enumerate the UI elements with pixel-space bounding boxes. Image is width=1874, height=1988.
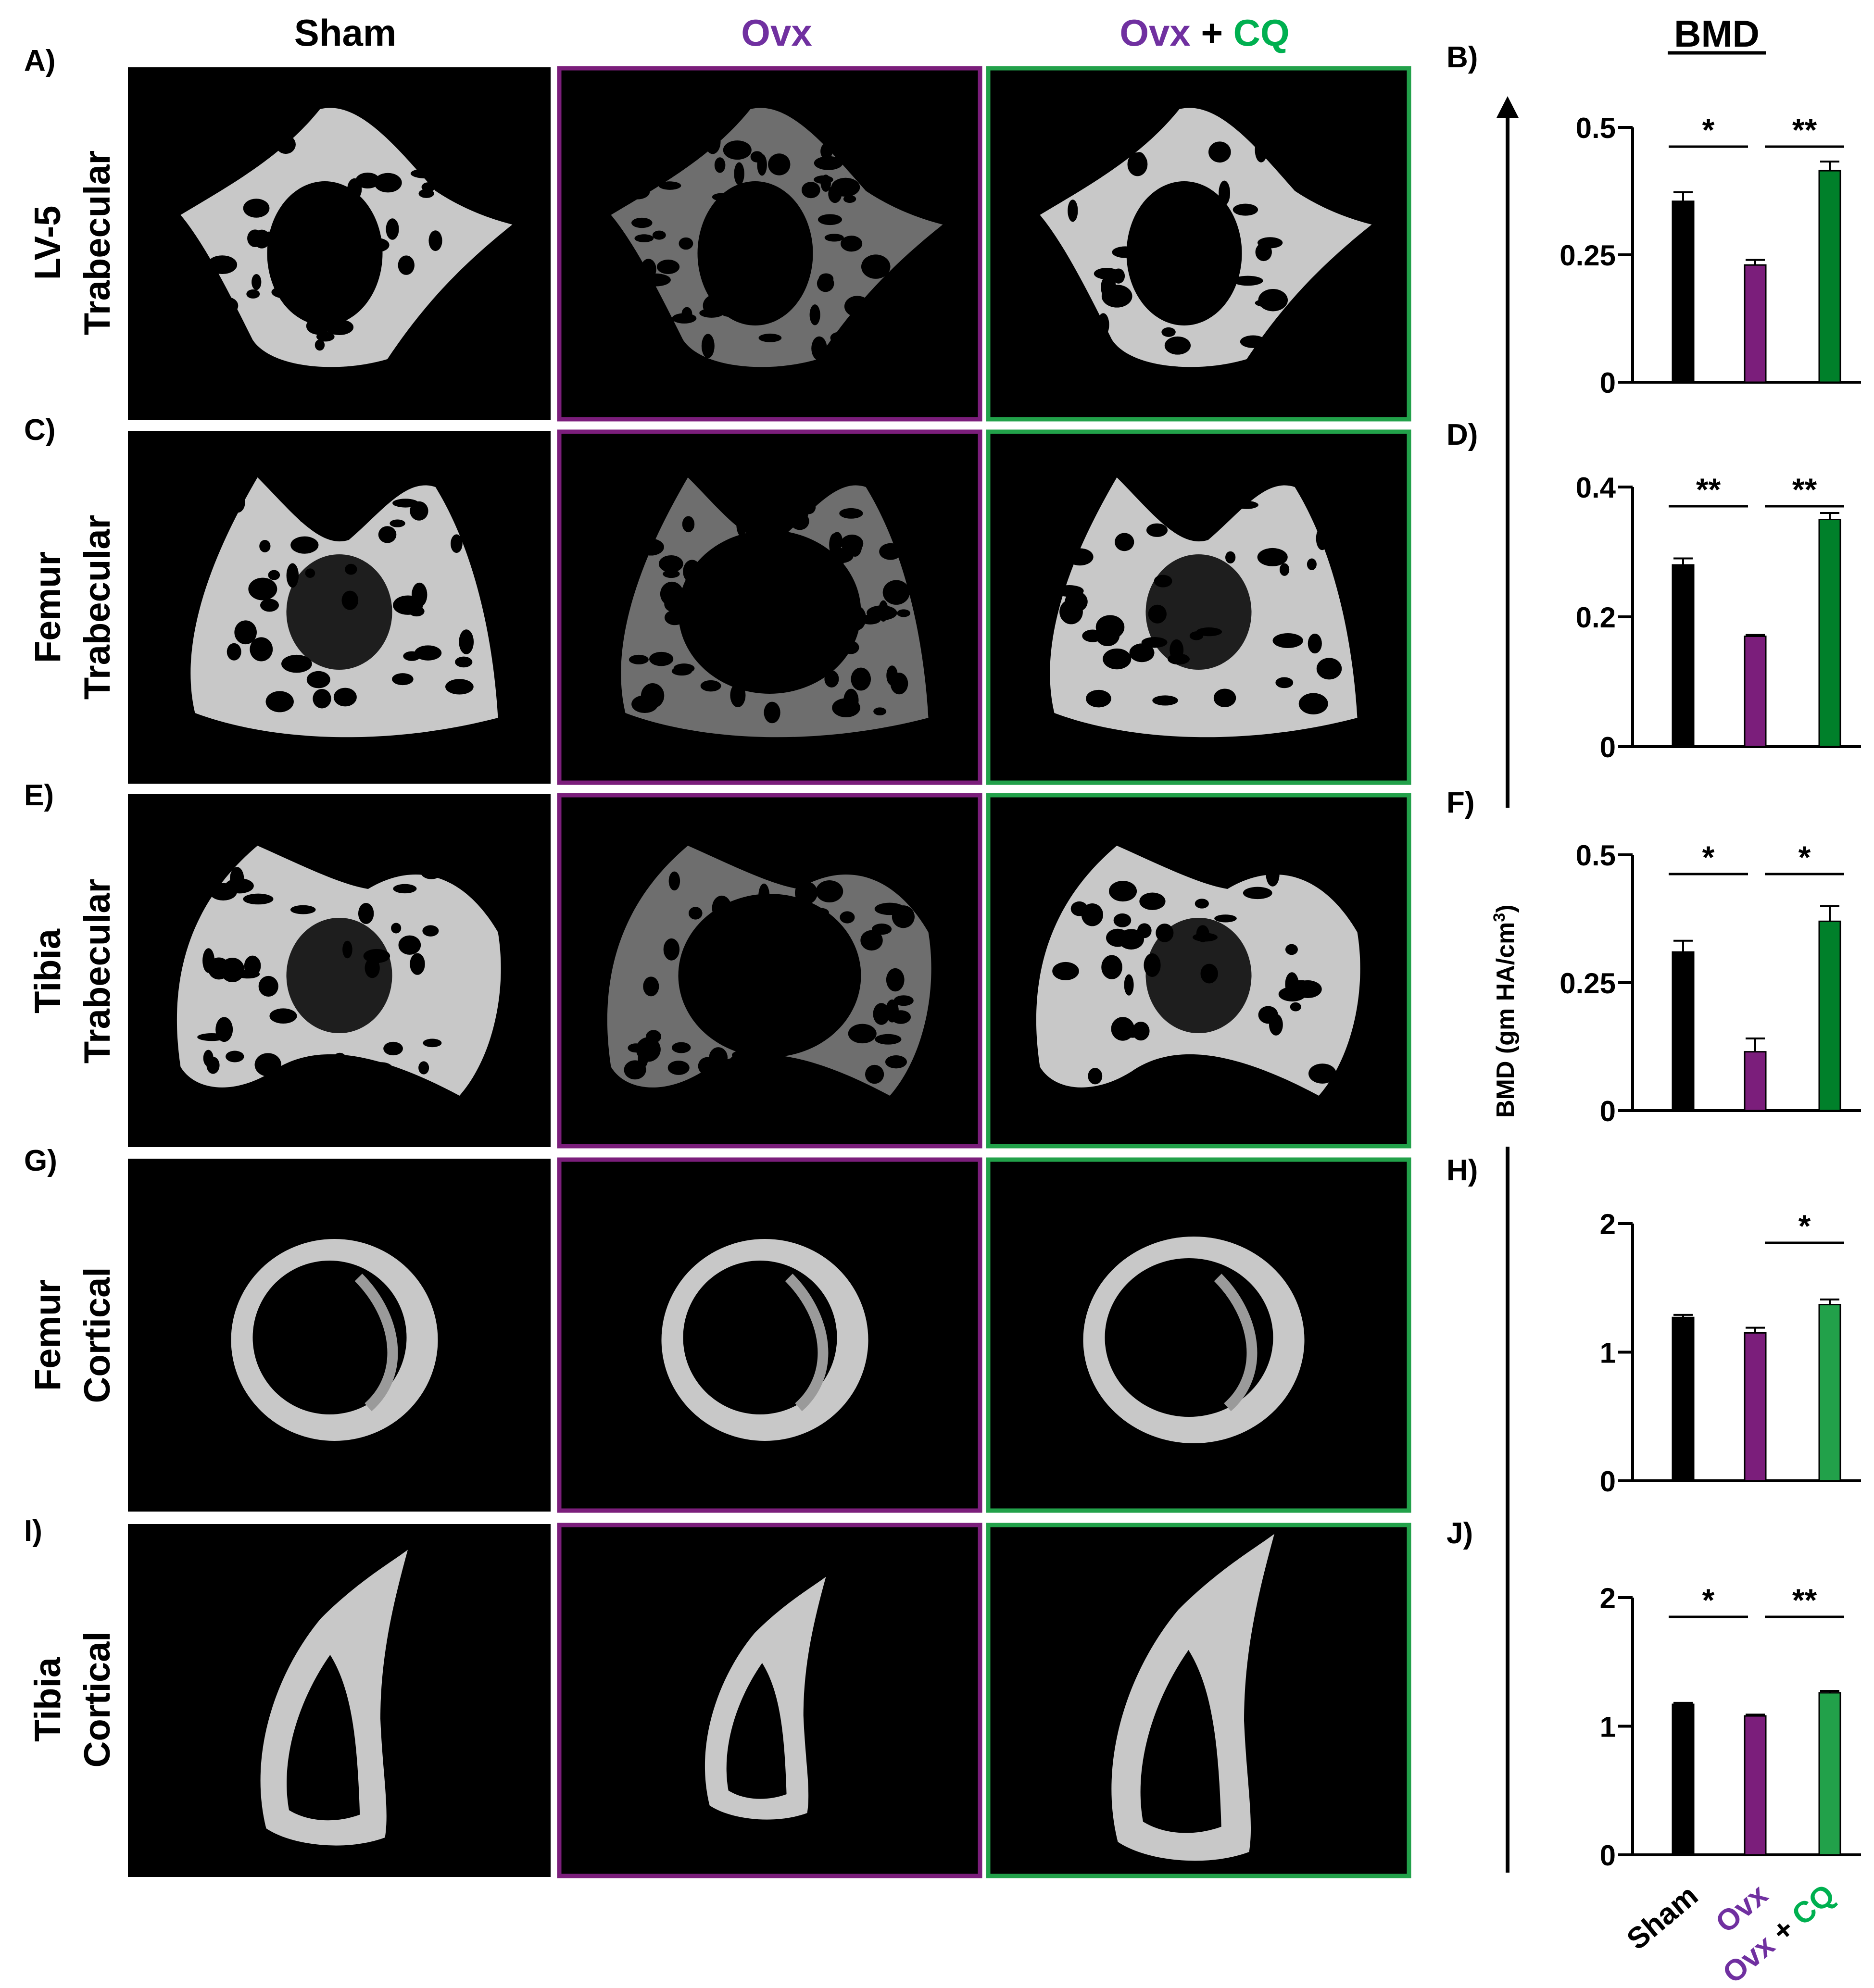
chart-j: J)012 * ** [1446, 1517, 1861, 1872]
panel-label-a: A) [24, 44, 55, 77]
y-tick-label: 0.5 [1576, 839, 1616, 872]
chart-d: D) 0 0.2 0.4 ** ** [1446, 418, 1861, 763]
x-label-ovx-cq-cq: CQ [1786, 1878, 1841, 1932]
significance-label: * [1799, 839, 1811, 875]
col-header-ovx-cq-ovx: Ovx [1119, 12, 1190, 54]
bmd-header: BMD [1674, 13, 1760, 55]
col-header-ovx: Ovx [741, 12, 812, 54]
scan-lv5-trabecular-sham [128, 67, 551, 420]
arrow-head-icon [1497, 96, 1519, 118]
scan-grid [128, 66, 1411, 1878]
row-label-line1: LV-5 [27, 206, 68, 280]
x-label-sham: Sham [1621, 1879, 1704, 1956]
chart-panel-label: J) [1446, 1517, 1473, 1550]
scan-tibia-trabecular-sham [128, 794, 551, 1147]
x-category-labels: Sham Ovx Ovx + CQ [1621, 1878, 1841, 1988]
bar-ovx-cq [1818, 170, 1841, 383]
significance-label: * [1702, 839, 1715, 875]
y-tick-label: 0 [1600, 1465, 1616, 1498]
scan-femur-trabecular-ovx-cq [986, 429, 1411, 785]
col-header-ovx-cq-plus: + [1201, 12, 1223, 54]
scan-tibia-trabecular-ovx [557, 793, 982, 1149]
y-tick-label: 1 [1600, 1711, 1616, 1743]
bar-sham [1672, 1703, 1695, 1856]
scan-tibia-cortical-sham [128, 1524, 551, 1877]
significance-label: * [1702, 1582, 1715, 1618]
scan-tibia-cortical-ovx [557, 1523, 982, 1878]
significance-label: ** [1792, 472, 1817, 507]
scan-femur-trabecular-ovx [557, 429, 982, 785]
row-label-line1: Tibia [27, 928, 68, 1013]
y-tick-label: 0.4 [1576, 472, 1616, 504]
y-axis-label-close: ) [1492, 904, 1520, 913]
significance-label: ** [1696, 472, 1721, 507]
bar-ovx [1744, 636, 1767, 748]
chart-panel-label: H) [1446, 1154, 1478, 1187]
panel-label-e: E) [24, 779, 54, 812]
bar-sham [1672, 564, 1695, 748]
panel-label-i: I) [24, 1514, 42, 1548]
scan-lv5-trabecular-ovx [557, 66, 982, 422]
y-tick-label: 0.2 [1576, 601, 1616, 634]
y-tick-label: 1 [1600, 1337, 1616, 1369]
chart-panel-label: F) [1446, 786, 1475, 819]
y-tick-label: 0 [1600, 731, 1616, 763]
scan-lv5-trabecular-ovx-cq [986, 66, 1411, 422]
y-tick-label: 0.25 [1560, 239, 1616, 272]
bar-sham [1672, 1316, 1695, 1482]
row-label-line2: Cortical [77, 1267, 118, 1403]
scan-tibia-trabecular-ovx-cq [986, 793, 1411, 1149]
x-label-ovx-cq-ovx: Ovx [1716, 1928, 1781, 1988]
bar-ovx [1744, 264, 1767, 383]
col-header-ovx-cq: Ovx + CQ [1119, 12, 1289, 54]
scan-femur-trabecular-sham [128, 431, 551, 784]
significance-label: ** [1792, 112, 1817, 148]
bar-sham [1672, 951, 1695, 1112]
chart-f: F) 0 0.25 0.5 * * [1446, 786, 1861, 1127]
y-tick-label: 2 [1600, 1208, 1616, 1240]
y-tick-label: 2 [1600, 1582, 1616, 1614]
charts: B)00.250.5 * **D)00.20.4 ** **F)00.250.5 * *H)… [1446, 41, 1861, 1872]
panel-label-c: C) [24, 413, 55, 447]
row-label-line2: Trabecular [77, 879, 118, 1063]
chart-panel-label: B) [1446, 41, 1478, 74]
row-label-line2: Trabecular [77, 515, 118, 700]
chart-panel-label: D) [1446, 418, 1478, 451]
significance-label: * [1702, 112, 1715, 148]
row-label-line1: Tibia [27, 1657, 68, 1742]
significance-label: * [1799, 1208, 1811, 1244]
y-tick-label: 0.5 [1576, 112, 1616, 144]
bar-ovx-cq [1818, 920, 1841, 1112]
y-axis-label-main: BMD (gm HA/cm [1492, 922, 1520, 1118]
bar-ovx [1744, 1332, 1767, 1482]
y-tick-label: 0 [1600, 1839, 1616, 1872]
significance-label: ** [1792, 1582, 1817, 1618]
bar-ovx [1744, 1051, 1767, 1112]
scan-tibia-cortical-ovx-cq [986, 1523, 1411, 1878]
y-tick-label: 0.25 [1560, 967, 1616, 1000]
panel-label-g: G) [24, 1144, 57, 1177]
scan-femur-cortical-ovx [557, 1157, 982, 1513]
scan-femur-cortical-sham [128, 1159, 551, 1512]
scan-femur-cortical-ovx-cq [986, 1157, 1411, 1513]
row-label-line2: Trabecular [77, 150, 118, 335]
row-label-line1: Femur [27, 551, 68, 663]
y-axis-label-sup: 3 [1490, 913, 1509, 922]
y-tick-label: 0 [1600, 1095, 1616, 1127]
bar-sham [1672, 200, 1695, 383]
col-header-ovx-cq-cq: CQ [1233, 12, 1290, 54]
bar-ovx [1744, 1715, 1767, 1856]
col-header-sham: Sham [294, 12, 396, 54]
chart-h: H) 0 1 2 * [1446, 1154, 1861, 1498]
bar-ovx-cq [1818, 1304, 1841, 1482]
row-label-line2: Cortical [77, 1632, 118, 1768]
row-label-line1: Femur [27, 1279, 68, 1391]
bar-ovx-cq [1818, 519, 1841, 748]
y-axis-label: BMD (gm HA/cm3) [1490, 904, 1520, 1118]
y-tick-label: 0 [1600, 367, 1616, 399]
bar-ovx-cq [1818, 1692, 1841, 1856]
chart-b: B)00.250.5 * ** [1446, 41, 1861, 399]
